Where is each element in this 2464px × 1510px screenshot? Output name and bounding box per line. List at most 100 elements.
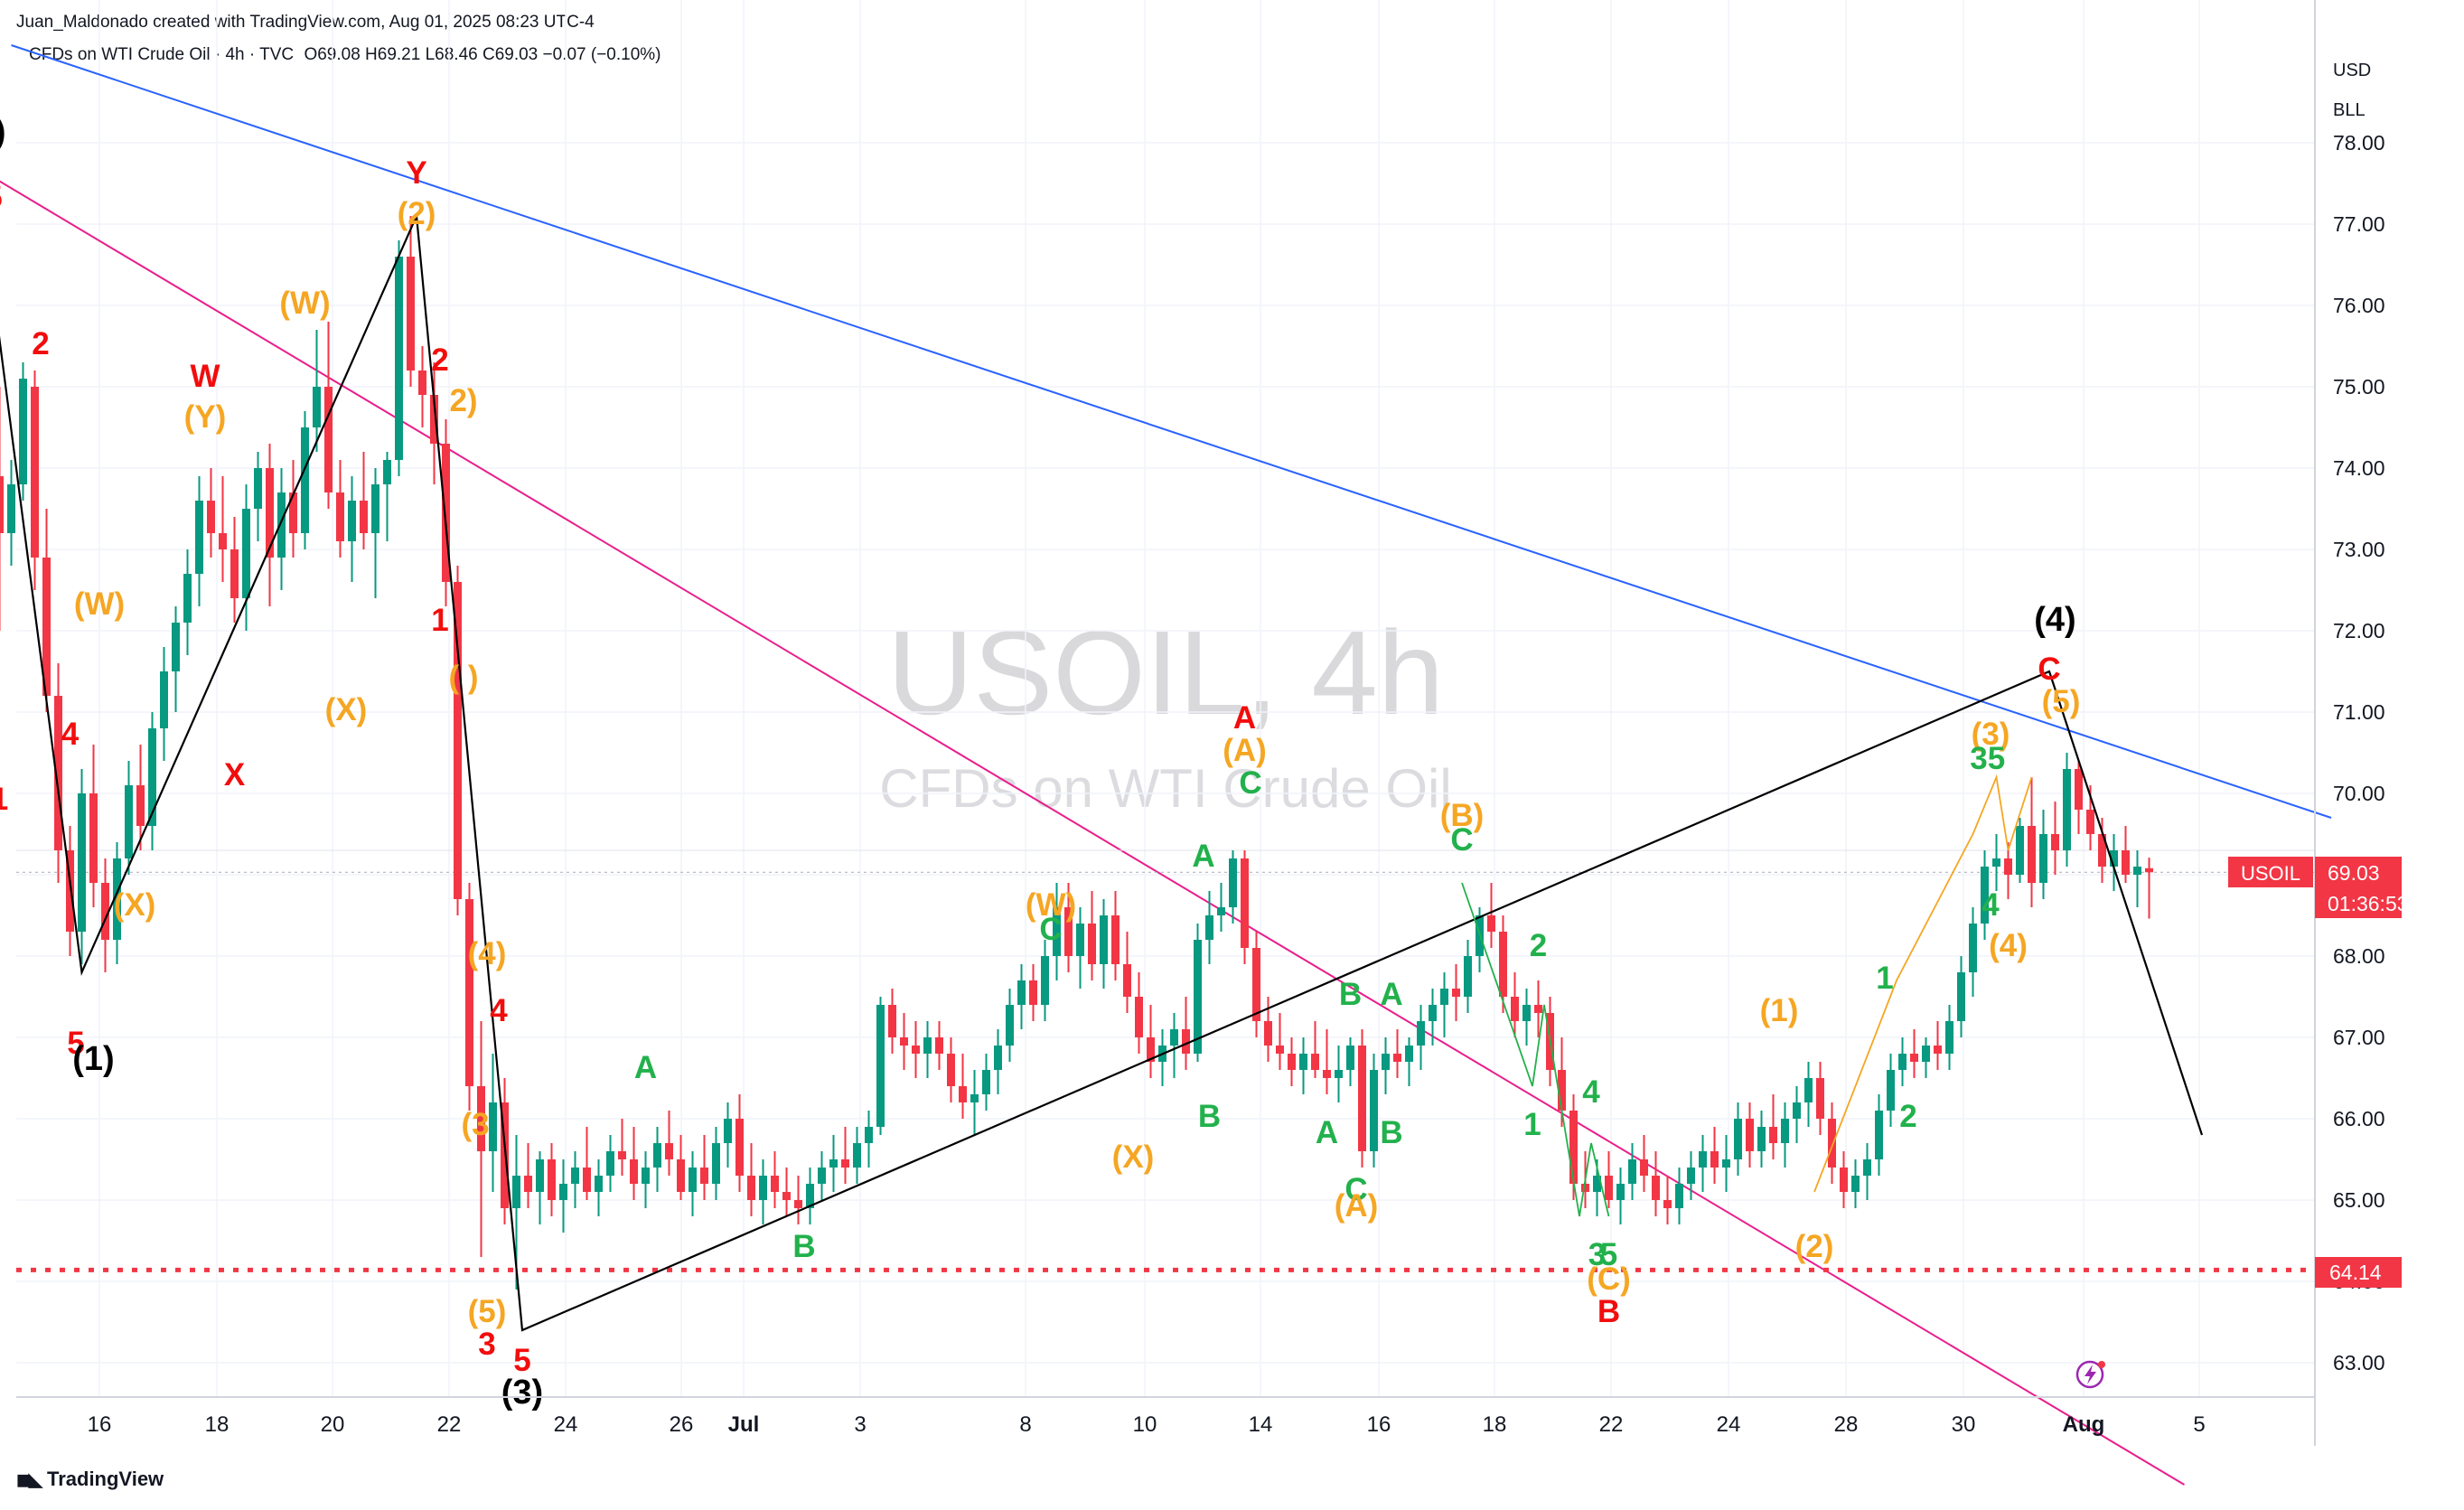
wave-label: 5 [1988,741,2005,776]
candle [348,476,356,582]
candle [54,663,62,883]
support-price: 64.14 [2329,1261,2382,1284]
last-price-bg [2315,857,2402,918]
candle [900,1013,908,1070]
x-tick-label: 3 [854,1412,866,1437]
candle-body [1757,1127,1766,1151]
candle-body [2110,850,2118,867]
candle-body [1840,1168,1848,1192]
candle-body [31,387,39,558]
candle-body [1511,997,1519,1021]
lightning-alert-icon[interactable] [2075,1360,2105,1389]
pink-trendline[interactable] [0,167,2186,1486]
candle [548,1143,556,1216]
candle-body [923,1037,932,1054]
candle-body [454,582,462,899]
candle-body [19,379,27,484]
candle [1522,989,1531,1046]
candle [829,1135,838,1192]
candle [78,769,86,964]
wave-label: A [634,1050,657,1085]
candle-body [1006,1005,1014,1046]
candle [1734,1102,1742,1176]
candle [606,1135,614,1192]
wave-label: A [1316,1115,1338,1150]
wave-label: (A) [1335,1188,1379,1224]
candle-body [2098,834,2106,867]
symbol-info: CFDs on WTI Crude Oil · 4h · TVC O69.08 … [16,45,661,65]
candle-body [1311,1054,1319,1070]
candle-body [324,387,333,492]
candle [477,1021,485,1257]
candle-body [1252,948,1260,1021]
candle [1757,1111,1766,1168]
candle [454,566,462,915]
candle [1887,1054,1895,1127]
y-tick-label: 66.00 [2333,1107,2385,1130]
candle [2133,850,2141,907]
candle-body [1241,858,1249,948]
price-axis[interactable]: 78.00 77.00 76.00 75.00 74.00 73.00 72.00 71.00… [2333,131,2385,1374]
candle-body [1276,1046,1284,1054]
candle-body [1417,1021,1425,1046]
candle [465,883,473,1111]
candle [1699,1135,1707,1192]
candle-body [1205,915,1213,940]
wave-label: (3) [501,1374,543,1412]
x-tick-label: 18 [205,1412,230,1437]
candle-body [665,1143,673,1159]
candle-body [1111,915,1120,964]
wave-label: 2) [449,383,477,418]
candle [1041,940,1049,1021]
candle [277,468,286,590]
candle-body [1816,1078,1824,1119]
candle-body [430,395,438,444]
candle-body [89,793,98,883]
x-tick-label: 16 [1367,1412,1391,1437]
candle-body [407,257,415,370]
time-axis[interactable]: 16 18 20 22 24 26 Jul 3 8 10 14 16 18 22 24 28 30 Aug 5 [88,1412,2206,1437]
wave-label: 2 [1530,928,1547,963]
wave-label: (W) [279,286,330,321]
x-tick-label: 16 [88,1412,112,1437]
candle [1722,1135,1730,1192]
tradingview-branding[interactable]: ◼◣ TradingView [16,1468,164,1491]
wave-label: B [1597,1294,1620,1329]
candle-body [900,1037,908,1046]
candle-body [1522,1005,1531,1021]
candle [1840,1151,1848,1208]
wave-label: (5) [468,1294,507,1329]
candle-body [2075,769,2083,810]
candle [183,549,192,655]
candle [1910,1029,1918,1078]
candle-body [383,460,391,484]
minor-wave-path[interactable] [1461,882,1610,1217]
candle-body [712,1143,720,1184]
intermediate-wave-path[interactable] [1813,774,2033,1193]
candle-body [1898,1054,1907,1070]
candle-body [2051,834,2059,850]
candle [0,387,4,631]
candle [653,1127,661,1192]
wave-label: (X) [325,692,368,727]
candle [712,1127,720,1200]
blue-trendline[interactable] [11,44,2332,819]
candle [1429,989,1437,1046]
candle-body [242,509,250,598]
candle [395,240,403,476]
candle [266,444,274,606]
candle [1440,972,1448,1037]
candle-body [277,492,286,558]
candle-body [1182,1029,1190,1054]
y-tick-label: 67.00 [2333,1026,2385,1049]
primary-wave-path[interactable] [0,159,2204,1332]
symbol-tag: USOIL [2241,862,2300,885]
wave-labels: C)5Y(2)(W)2W(Y)322)(W)14( )(X)4X1(X)(4)4… [0,113,2080,1412]
candle [1981,850,1989,940]
candle [371,468,379,598]
candle [1311,1021,1319,1078]
candle [1851,1159,1860,1208]
candle [2063,753,2071,867]
candle [700,1135,708,1200]
